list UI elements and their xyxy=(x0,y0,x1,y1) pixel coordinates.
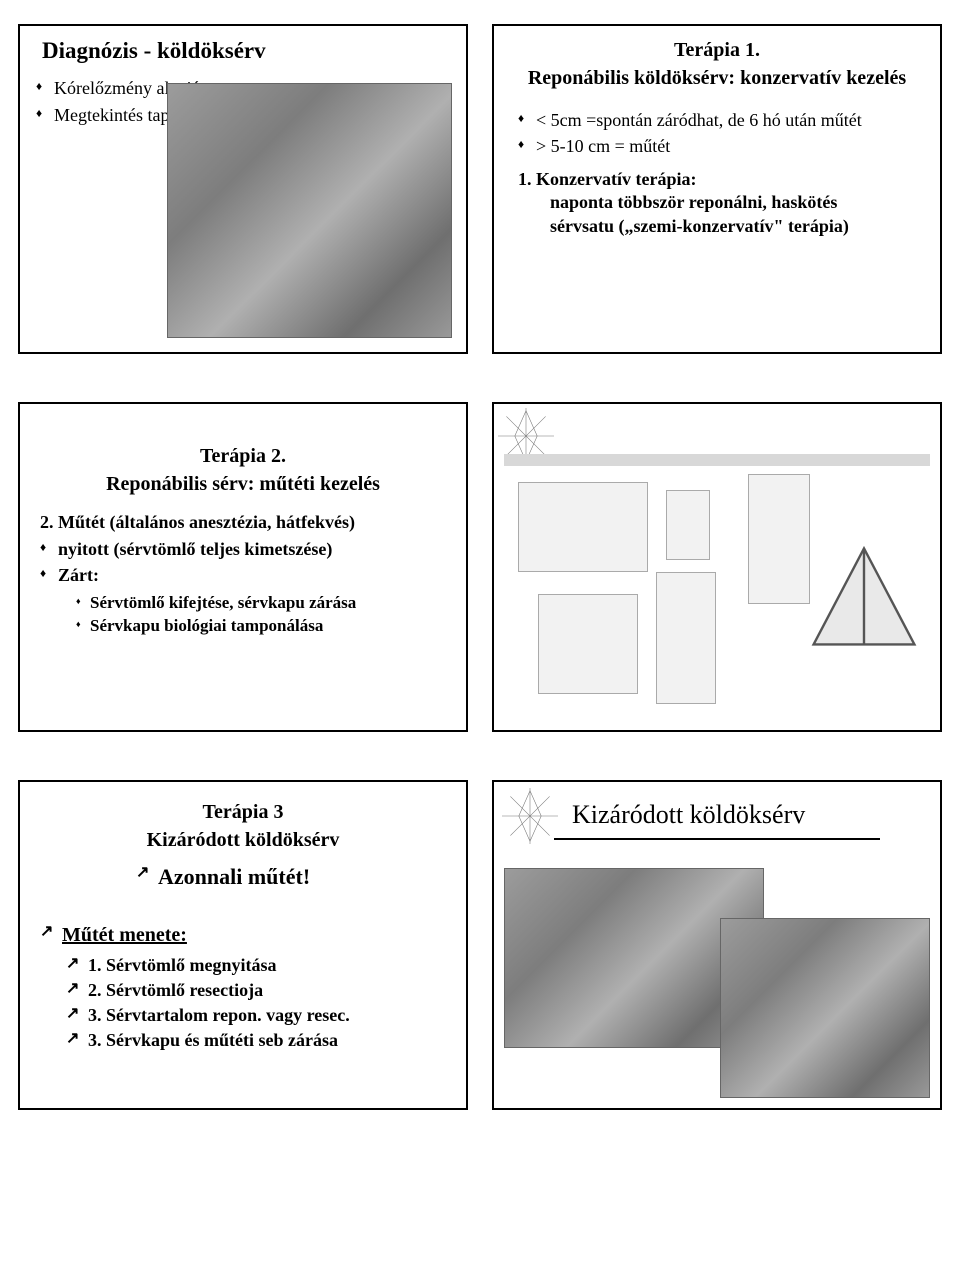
slide3-title1: Terápia 2. xyxy=(36,444,450,468)
slide3-b1: nyitott (sérvtömlő teljes kimetszése) xyxy=(40,537,450,561)
slide3-s2: Sérvkapu biológiai tamponálása xyxy=(76,615,450,638)
slide5-step1: 1. Sérvtömlő megnyitása xyxy=(66,953,450,978)
slide1-title: Diagnózis - köldöksérv xyxy=(36,38,450,64)
diagram-4 xyxy=(666,490,710,560)
diagram-6 xyxy=(804,534,924,654)
slide5-menete: Műtét menete: xyxy=(40,921,450,949)
slide3-sub: Sérvtömlő kifejtése, sérvkapu zárása Sér… xyxy=(58,592,450,638)
slide-therapy2: Terápia 2. Reponábilis sérv: műtéti keze… xyxy=(18,402,468,732)
diagram-1 xyxy=(518,482,648,572)
slide2-b2: > 5-10 cm = műtét xyxy=(518,134,924,158)
slide5-title2: Kizáródott köldöksérv xyxy=(36,828,450,852)
slide5-arrow: Azonnali műtét! xyxy=(136,862,450,893)
slide3-numline: 2. Műtét (általános anesztézia, hátfekvé… xyxy=(40,512,450,533)
page: Diagnózis - köldöksérv Kórelőzmény alapj… xyxy=(0,0,960,1182)
row-3: Terápia 3 Kizáródott köldöksérv Azonnali… xyxy=(18,780,942,1110)
slide2-numline: 1. Konzervatív terápia: xyxy=(518,169,924,190)
slide-kizarodott: Kizáródott köldöksérv xyxy=(492,780,942,1110)
diagram-5 xyxy=(748,474,810,604)
slide5-arrow1: Azonnali műtét! xyxy=(136,862,450,893)
slide2-title2: Reponábilis köldöksérv: konzervatív keze… xyxy=(510,66,924,90)
slide3-title2: Reponábilis sérv: műtéti kezelés xyxy=(36,472,450,496)
slide5-step3: 3. Sérvtartalom repon. vagy resec. xyxy=(66,1003,450,1028)
slide1-image xyxy=(167,83,452,338)
row-1: Diagnózis - köldöksérv Kórelőzmény alapj… xyxy=(18,24,942,354)
row-2: Terápia 2. Reponábilis sérv: műtéti keze… xyxy=(18,402,942,732)
slide5-title1: Terápia 3 xyxy=(36,800,450,824)
slide-diagnosis: Diagnózis - köldöksérv Kórelőzmény alapj… xyxy=(18,24,468,354)
slide-therapy3: Terápia 3 Kizáródott köldöksérv Azonnali… xyxy=(18,780,468,1110)
diagram-3 xyxy=(656,572,716,704)
slide2-title1: Terápia 1. xyxy=(510,38,924,62)
slide2-indent1: naponta többször reponálni, haskötés xyxy=(550,190,924,214)
slide3-s1: Sérvtömlő kifejtése, sérvkapu zárása xyxy=(76,592,450,615)
slide5-step4: 3. Sérvkapu és műtéti seb zárása xyxy=(66,1028,450,1053)
slide6-title: Kizáródott köldöksérv xyxy=(572,800,805,830)
slide2-b1: < 5cm =spontán záródhat, de 6 hó után mű… xyxy=(518,108,924,132)
star-icon-slide6 xyxy=(502,788,558,844)
slide3-b2: Zárt: xyxy=(40,563,450,587)
slide-therapy1: Terápia 1. Reponábilis köldöksérv: konze… xyxy=(492,24,942,354)
slide2-bullets: < 5cm =spontán záródhat, de 6 hó után mű… xyxy=(518,108,924,159)
slide4-hr xyxy=(504,454,930,466)
slide6-image2 xyxy=(720,918,930,1098)
diagram-2 xyxy=(538,594,638,694)
slide6-underline xyxy=(554,838,880,840)
slide5-steps: 1. Sérvtömlő megnyitása 2. Sérvtömlő res… xyxy=(66,953,450,1054)
slide5-menete-head: Műtét menete: xyxy=(40,921,450,949)
slide5-step2: 2. Sérvtömlő resectioja xyxy=(66,978,450,1003)
slide2-indent2: sérvsatu („szemi-konzervatív" terápia) xyxy=(550,214,924,238)
slide-diagrams xyxy=(492,402,942,732)
slide3-bullets: nyitott (sérvtömlő teljes kimetszése) Zá… xyxy=(40,537,450,588)
